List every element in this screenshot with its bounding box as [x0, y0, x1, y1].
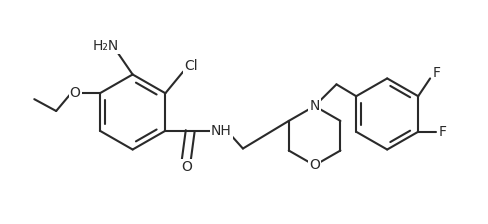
Text: O: O [181, 160, 191, 174]
Text: F: F [432, 67, 440, 80]
Text: NH: NH [210, 124, 231, 138]
Text: N: N [309, 99, 319, 113]
Text: O: O [308, 158, 319, 172]
Text: H₂N: H₂N [93, 39, 119, 53]
Text: O: O [69, 86, 81, 100]
Text: Cl: Cl [184, 59, 198, 73]
Text: F: F [438, 125, 446, 139]
